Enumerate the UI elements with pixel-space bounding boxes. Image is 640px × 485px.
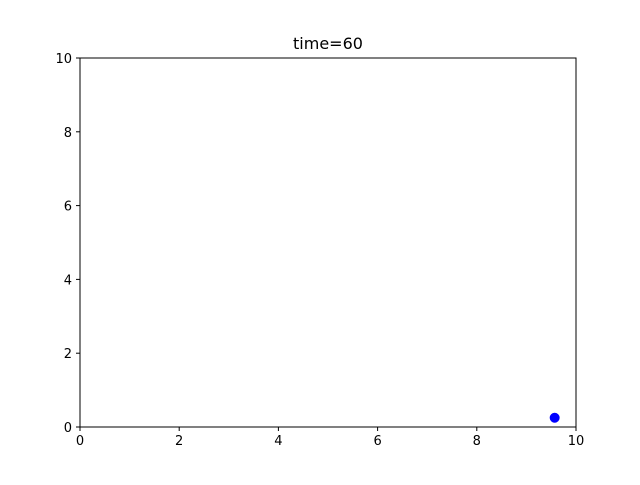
data-point-0-0 [549, 412, 560, 423]
axes-frame [79, 57, 577, 428]
chart-title: time=60 [293, 34, 363, 53]
y-tick-label-2: 4 [64, 273, 72, 288]
plot-area: 0 2 4 6 8 10 0 2 4 6 8 10 [55, 52, 584, 449]
x-tick-label-1: 2 [175, 434, 183, 449]
x-tick-label-2: 4 [274, 434, 282, 449]
x-tick-label-3: 6 [373, 434, 381, 449]
x-tick-label-4: 8 [473, 434, 481, 449]
y-tick-label-0: 0 [64, 421, 72, 436]
y-tick-label-5: 10 [55, 52, 72, 67]
x-tick-label-0: 0 [76, 434, 84, 449]
x-tick-label-5: 10 [568, 434, 585, 449]
y-tick-label-3: 6 [64, 200, 72, 215]
y-tick-label-1: 2 [64, 347, 72, 362]
y-tick-label-4: 8 [64, 126, 72, 141]
